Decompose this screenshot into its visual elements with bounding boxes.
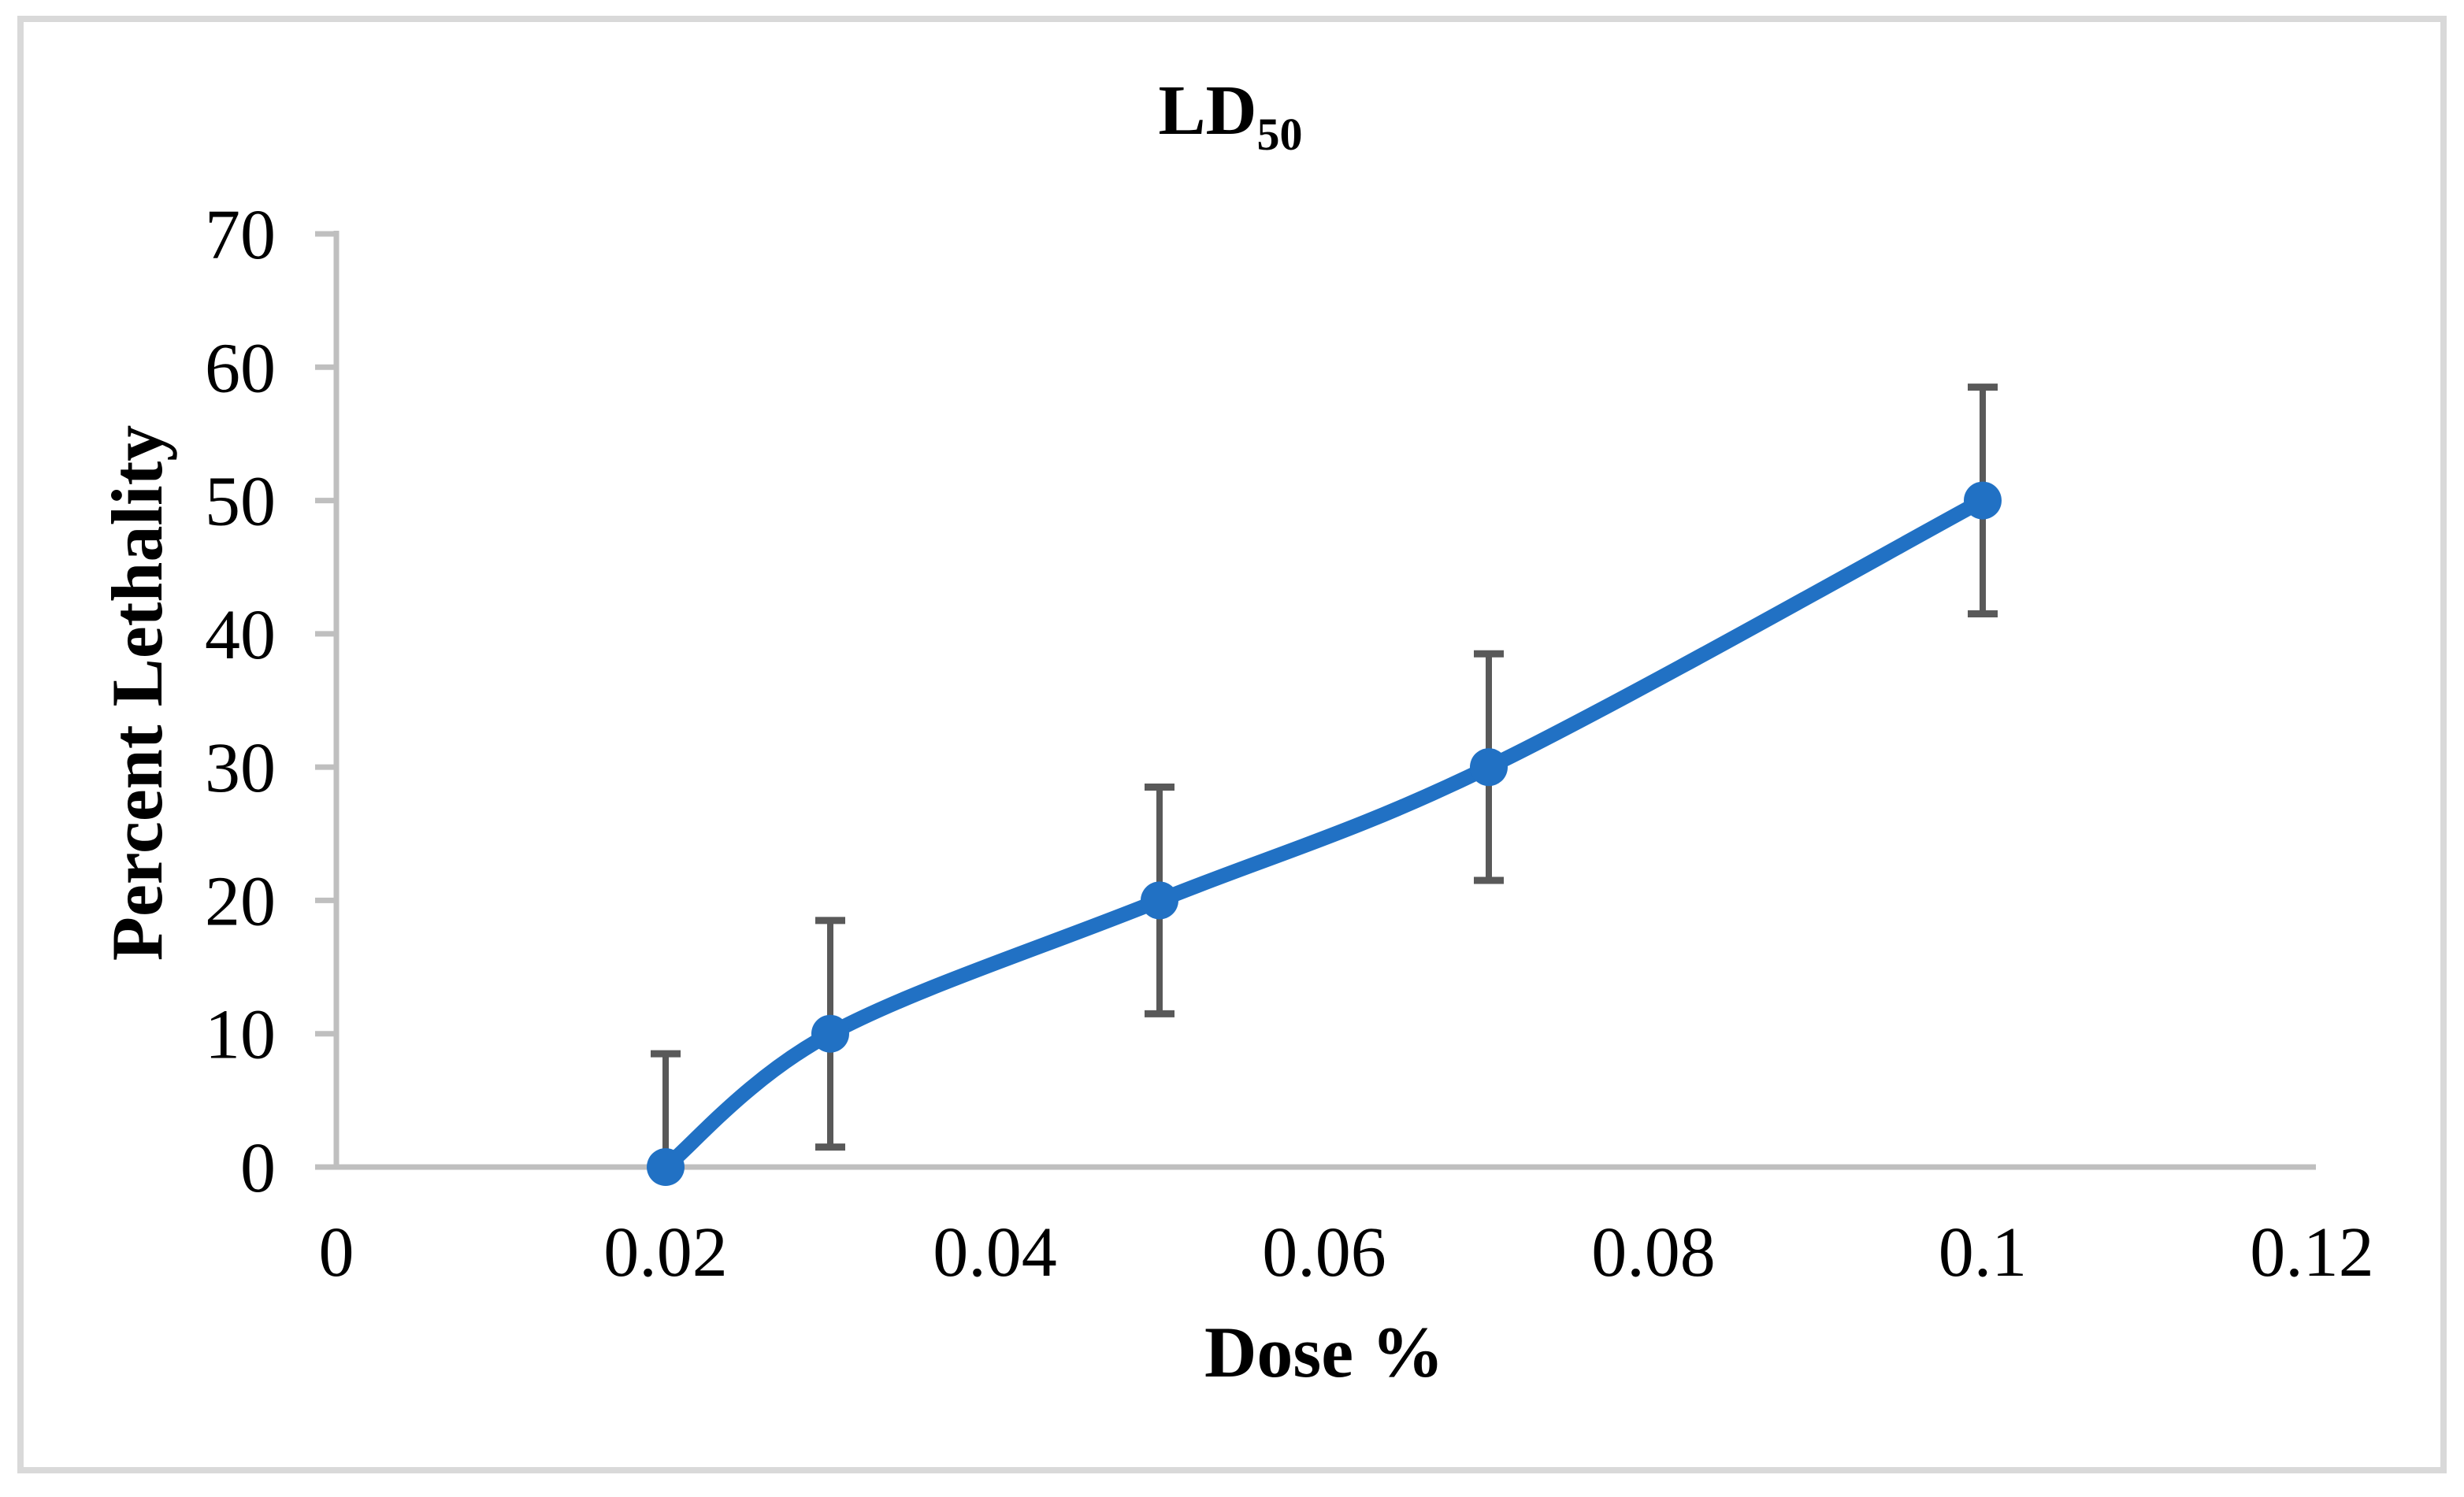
data-point-marker — [811, 1014, 849, 1053]
y-tick-label: 10 — [205, 996, 276, 1074]
y-tick-label: 30 — [205, 729, 276, 807]
x-tick-label: 0.1 — [1939, 1214, 2028, 1291]
x-axis-title: Dose % — [1204, 1312, 1444, 1392]
chart-border-frame — [17, 16, 2447, 1473]
y-tick-label: 40 — [205, 596, 276, 674]
x-tick-label: 0 — [319, 1214, 354, 1291]
x-tick-label: 0.12 — [2250, 1214, 2374, 1291]
x-tick-label: 0.08 — [1591, 1214, 1716, 1291]
series-line — [658, 493, 1991, 1175]
chart-title-main: LD — [1158, 72, 1256, 150]
y-tick-label: 20 — [205, 862, 276, 940]
chart-title-subscript: 50 — [1257, 109, 1303, 160]
data-point-marker — [1141, 881, 1178, 920]
y-axis-title: Percent Lethality — [97, 425, 177, 961]
x-tick-label: 0.04 — [933, 1214, 1057, 1291]
y-tick-label: 70 — [205, 196, 276, 274]
data-point-marker — [647, 1148, 685, 1186]
y-tick-label: 60 — [205, 329, 276, 407]
data-point-marker — [1964, 481, 2002, 520]
y-tick-label: 0 — [240, 1129, 276, 1207]
data-point-marker — [1470, 748, 1508, 787]
y-tick-label: 50 — [205, 463, 276, 541]
chart-title: LD50 — [1158, 72, 1302, 160]
x-tick-label: 0.02 — [603, 1214, 728, 1291]
x-tick-label: 0.06 — [1262, 1214, 1386, 1291]
